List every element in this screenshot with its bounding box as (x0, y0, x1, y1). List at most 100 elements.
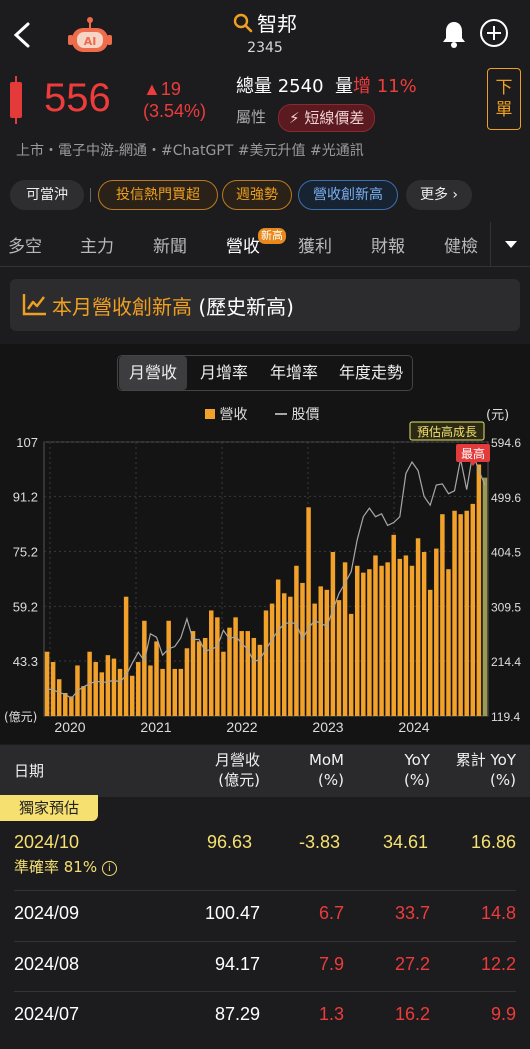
x-tick-label: 2023 (312, 719, 343, 735)
row-mom: 7.9 (318, 954, 344, 974)
left-axis-unit: (億元) (4, 710, 37, 724)
legend-price: 股價 (275, 404, 319, 424)
svg-text:AI: AI (84, 35, 97, 48)
seg-monthly-revenue[interactable]: 月營收 (119, 356, 187, 390)
stock-title[interactable]: 智邦 (0, 8, 530, 37)
table-row-forecast[interactable]: 2024/10 準確率 81% i 96.63 -3.83 34.61 16.8… (0, 828, 530, 878)
table-row[interactable]: 2024/08 94.17 7.9 27.2 12.2 (0, 949, 530, 999)
revenue-high-title-suffix: (歷史新高) (198, 295, 294, 319)
revenue-bar (56, 679, 62, 716)
stock-tags[interactable]: 上市・電子中游-網通・#ChatGPT #美元升值 #光通訊 (16, 143, 364, 159)
seg-annual-trend[interactable]: 年度走勢 (338, 363, 403, 382)
revenue-bar (421, 552, 427, 716)
revenue-bar (470, 503, 476, 716)
x-tick-label: 2021 (140, 719, 171, 735)
right-tick-label: 309.5 (491, 600, 521, 614)
row-divider (14, 890, 516, 891)
amount-value: 增 11% (353, 76, 417, 97)
row-date: 2024/07 (14, 1004, 80, 1024)
revenue-bar (269, 603, 275, 716)
tab-long-short[interactable]: 多空 (8, 237, 42, 257)
revenue-bar (136, 662, 141, 716)
th-cum-yoy-unit: (%) (490, 771, 516, 789)
revenue-bar (44, 651, 50, 716)
info-icon[interactable]: i (101, 861, 117, 876)
revenue-bar (282, 593, 287, 716)
revenue-bar (336, 600, 342, 716)
chip-more[interactable]: 更多 › (406, 180, 472, 210)
tab-revenue[interactable]: 營收 (226, 237, 260, 257)
high-annotation-box (456, 444, 490, 462)
revenue-bar (288, 596, 293, 716)
tab-expand-button[interactable] (490, 222, 530, 266)
tab-financials[interactable]: 財報 (371, 237, 405, 257)
price-change: ▲19 (3.54%) (143, 78, 206, 122)
candle-icon (10, 76, 22, 124)
tab-profit[interactable]: 獲利 (298, 237, 332, 257)
chip-weekly-strong[interactable]: 週強勢 (222, 180, 292, 210)
caret-down-icon (505, 241, 517, 248)
tab-main-force[interactable]: 主力 (80, 237, 114, 257)
revenue-bar (452, 510, 457, 716)
chip-revenue-high[interactable]: 營收創新高 (298, 180, 398, 210)
revenue-bar (202, 637, 208, 716)
revenue-bar (427, 589, 433, 716)
th-cum-yoy: 累計 YoY (%) (430, 750, 516, 790)
revenue-bar (440, 514, 445, 716)
row-yoy: 27.2 (394, 954, 430, 974)
volume-label: 總量 (236, 76, 272, 97)
tab-bar: 多空 主力 新聞 營收 獲利 財報 健檢 (0, 222, 530, 267)
new-high-badge: 新高 (258, 228, 286, 244)
th-date: 日期 (14, 762, 45, 780)
attr-badge-label: 短線價差 (304, 109, 365, 127)
bell-icon[interactable] (441, 20, 467, 52)
revenue-bar (221, 651, 226, 716)
revenue-bar (239, 631, 244, 716)
seg-mom[interactable]: 月增率 (199, 363, 248, 382)
revenue-bar (172, 668, 178, 716)
tab-health[interactable]: 健檢 (444, 237, 478, 257)
revenue-bar (117, 668, 123, 716)
row-mom: 6.7 (318, 903, 344, 923)
order-button[interactable]: 下單 (487, 68, 521, 130)
forecast-revenue: 96.63 (206, 832, 252, 852)
revenue-bar (482, 477, 488, 716)
add-watchlist-icon[interactable] (479, 18, 509, 52)
stock-code: 2345 (247, 40, 283, 56)
revenue-bar (263, 610, 269, 716)
attr-badge[interactable]: ⚡︎ 短線價差 (278, 104, 376, 132)
legend-revenue-label: 營收 (219, 407, 248, 423)
volume-info: 總量 2540 量增 11% (236, 72, 417, 98)
th-cum-yoy-label: 累計 YoY (455, 751, 516, 769)
revenue-bar (190, 631, 196, 716)
revenue-bar (105, 655, 111, 716)
tab-news[interactable]: 新聞 (153, 237, 187, 257)
chart-mode-switch: 月營收 月增率 年增率 年度走勢 (117, 355, 413, 391)
x-tick-label: 2020 (54, 719, 85, 735)
revenue-bar (348, 613, 354, 716)
revenue-bar (111, 658, 117, 716)
amount-label: 量 (335, 76, 353, 97)
search-icon[interactable] (233, 13, 253, 37)
ai-robot-icon[interactable]: AI (68, 16, 112, 56)
chip-trust-buy[interactable]: 投信熱門買超 (98, 180, 218, 210)
th-mom: MoM (%) (284, 750, 344, 790)
table-row[interactable]: 2024/09 100.47 6.7 33.7 14.8 (0, 898, 530, 948)
th-yoy: YoY (%) (370, 750, 430, 790)
right-tick-label: 594.6 (491, 436, 521, 450)
revenue-bar (434, 548, 439, 716)
revenue-bar (342, 562, 348, 716)
revenue-bar (330, 552, 336, 716)
seg-yoy[interactable]: 年增率 (269, 363, 318, 382)
revenue-bar (209, 610, 214, 716)
legend-swatch-price (275, 413, 287, 415)
revenue-bar (275, 579, 281, 716)
back-arrow-icon[interactable] (8, 18, 40, 52)
trend-chart-icon (22, 294, 46, 316)
th-yoy-label: YoY (404, 751, 430, 769)
table-row[interactable]: 2024/07 87.29 1.3 16.2 9.9 (0, 999, 530, 1049)
chip-day-trade[interactable]: 可當沖 (10, 180, 84, 210)
th-revenue-label: 月營收 (214, 751, 260, 769)
volume-value: 2540 (277, 76, 324, 97)
row-revenue: 94.17 (214, 954, 260, 974)
